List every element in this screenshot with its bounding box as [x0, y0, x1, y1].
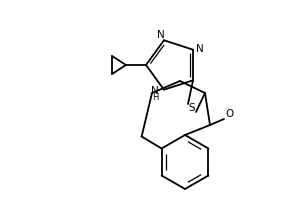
Text: N: N	[157, 30, 165, 40]
Text: H: H	[152, 93, 158, 102]
Text: N: N	[196, 44, 204, 54]
Text: N: N	[151, 86, 159, 96]
Text: O: O	[225, 109, 233, 119]
Text: S: S	[189, 103, 195, 113]
